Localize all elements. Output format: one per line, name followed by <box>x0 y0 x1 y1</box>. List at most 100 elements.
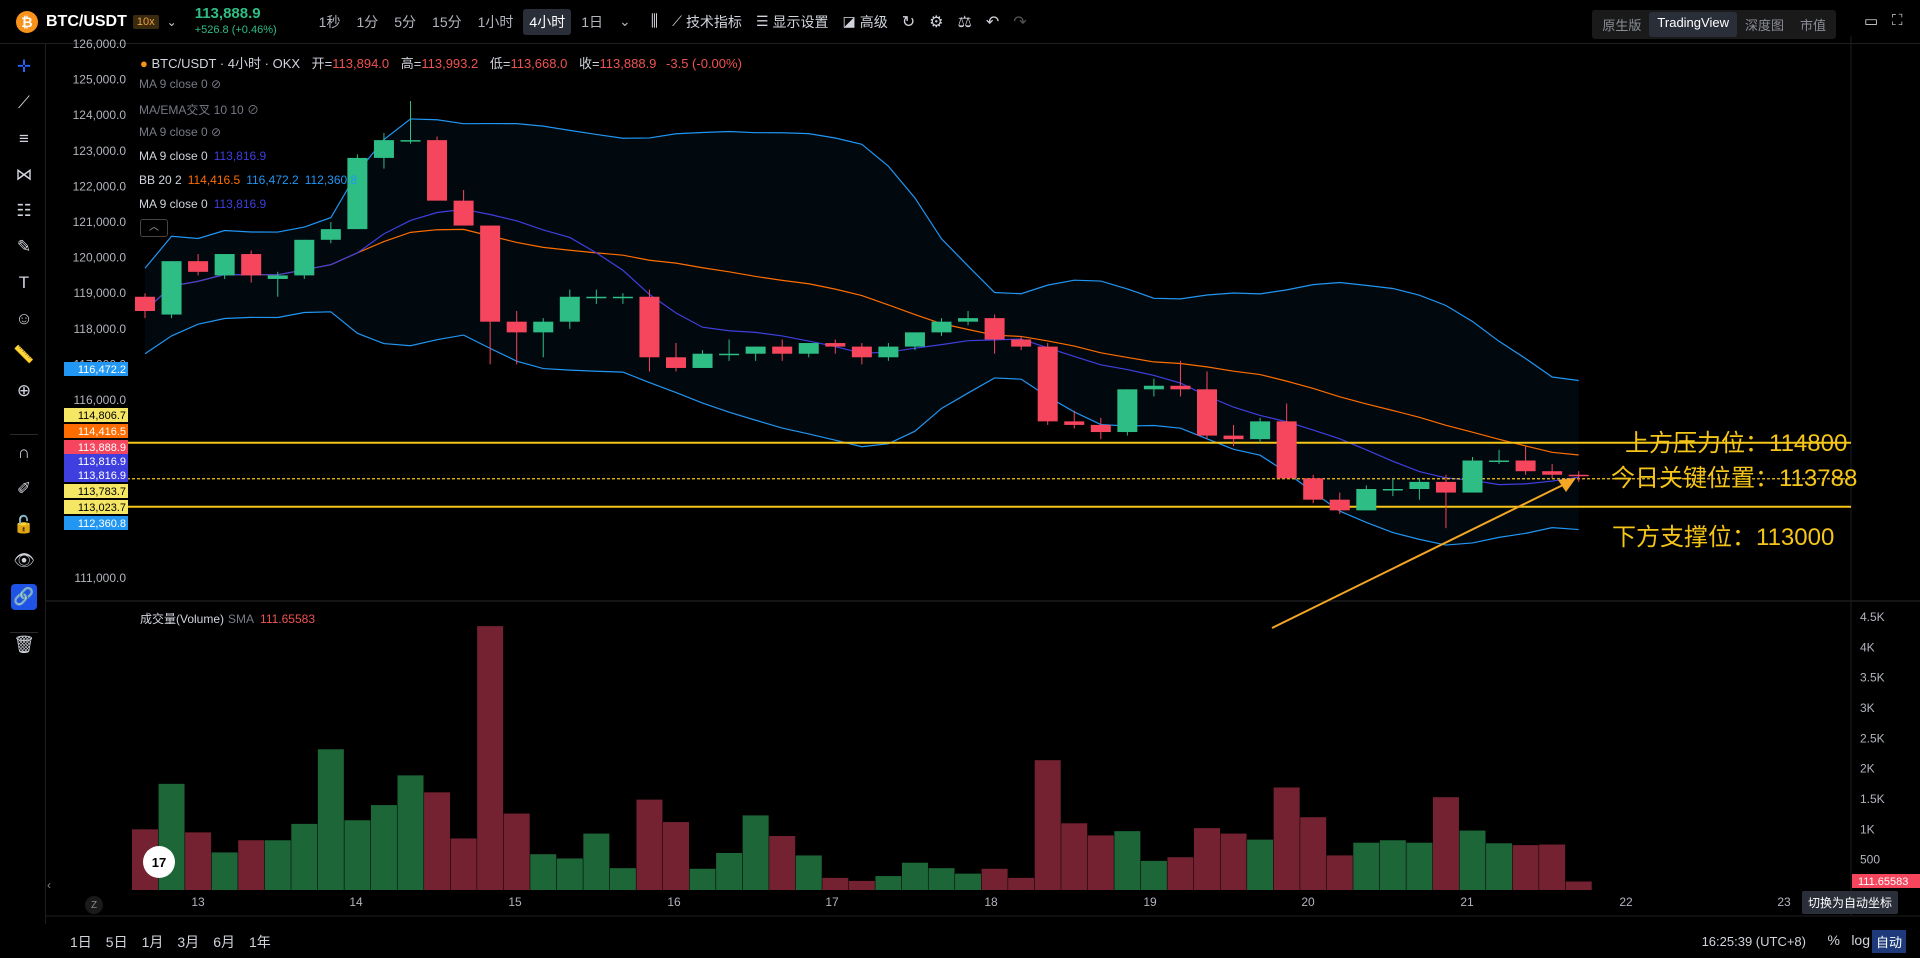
interval-1s[interactable]: 1秒 <box>318 13 341 30</box>
pattern-icon[interactable]: ⋈ <box>15 165 33 184</box>
range-1m[interactable]: 1月 <box>141 934 164 950</box>
eye-icon[interactable]: 👁 <box>13 551 35 570</box>
interval-1d[interactable]: 1日 <box>581 13 604 30</box>
indicator-legend-5[interactable]: BB 20 2 114,416.5 116,472.2 112,360.8 <box>139 173 357 187</box>
volume-bar <box>609 868 636 890</box>
undo-icon[interactable]: ↶ <box>985 13 1000 31</box>
indicator-legend-1[interactable]: MA 9 close 0 ⊘ <box>139 77 221 91</box>
balance-icon[interactable]: ⚖ <box>957 13 972 31</box>
view-tradingview[interactable]: TradingView <box>1649 12 1737 37</box>
emoji-icon[interactable]: ☺ <box>15 309 33 328</box>
interval-15m[interactable]: 15分 <box>432 13 462 30</box>
volume-bar <box>1247 839 1274 890</box>
advanced-button[interactable]: ◪ 高级 <box>843 12 888 32</box>
indicator-legend-3[interactable]: MA 9 close 0 ⊘ <box>139 125 221 139</box>
trash-icon[interactable]: 🗑 <box>13 635 35 654</box>
ruler-icon[interactable]: 📏 <box>13 345 35 364</box>
window-icon[interactable]: ▭ <box>1864 13 1879 30</box>
interval-more-chevron-icon[interactable]: ⌄ <box>619 13 631 29</box>
indicator-value: 113,816.9 <box>213 197 267 211</box>
eye-off-icon[interactable]: ⊘ <box>247 103 260 117</box>
view-marketcap[interactable]: 市值 <box>1799 18 1826 33</box>
auto-scale-tooltip: 切换为自动坐标 <box>1802 891 1899 914</box>
indicator-legend-4[interactable]: MA 9 close 0 113,816.9 <box>139 149 266 163</box>
interval-tabs: 1秒 1分 5分 15分 1小时 4小时 1日 ⌄ <box>313 8 637 35</box>
volume-bar <box>185 832 212 890</box>
price-label-box <box>64 440 128 454</box>
volume-tick-label: 1K <box>1860 822 1875 836</box>
fib-icon[interactable]: ☷ <box>16 201 32 220</box>
price-label-box <box>64 468 128 482</box>
price-label-box <box>64 408 128 422</box>
candle-body <box>639 296 660 358</box>
text-icon[interactable]: T <box>18 273 30 292</box>
snapshot-icon[interactable]: ↻ <box>901 13 916 31</box>
draw-lock-icon[interactable]: ✐ <box>16 479 32 498</box>
volume-label-box <box>1852 874 1920 888</box>
interval-1m[interactable]: 1分 <box>356 13 379 30</box>
symbol-name[interactable]: BTC/USDT <box>46 12 127 30</box>
gear-icon[interactable]: ⚙ <box>929 13 944 31</box>
candle-type-icon[interactable]: ⫼ <box>650 12 659 30</box>
fullscreen-icon[interactable]: ⛶ <box>1892 12 1903 29</box>
indicator-name: BB 20 2 <box>139 173 182 187</box>
percent-toggle[interactable]: % <box>1827 932 1840 948</box>
crosshair-icon[interactable]: ✛ <box>16 57 32 76</box>
top-toolbar: ₿ BTC/USDT 10x ⌄ 113,888.9 +526.8 (+0.46… <box>0 0 1920 44</box>
key-level-annotation: 今日关键位置：113788 <box>1611 465 1858 492</box>
horizontal-lines-icon[interactable]: ≡ <box>19 129 29 148</box>
eye-off-icon[interactable]: ⊘ <box>211 77 222 91</box>
chevron-down-icon[interactable]: ⌄ <box>166 14 177 29</box>
candle-body <box>480 225 501 322</box>
view-native[interactable]: 原生版 <box>1602 18 1642 33</box>
interval-4h[interactable]: 4小时 <box>523 8 572 35</box>
price-tick-label: 119,000.0 <box>74 286 127 300</box>
lock-icon[interactable]: 🔓 <box>13 515 35 534</box>
indicators-label: 技术指标 <box>685 13 742 30</box>
indicator-name: MA 9 close 0 <box>139 77 208 91</box>
indicator-legend-6[interactable]: MA 9 close 0 113,816.9 <box>139 197 266 211</box>
volume-bar <box>344 820 371 890</box>
collapse-legend-button[interactable]: ︿ <box>140 219 168 237</box>
redo-icon[interactable]: ↷ <box>1013 13 1027 31</box>
volume-legend[interactable]: 成交量(Volume) SMA 111.65583 <box>140 610 315 627</box>
display-settings-button[interactable]: ☰ 显示设置 <box>756 12 829 32</box>
tradingview-logo[interactable]: 17 <box>143 846 175 878</box>
volume-bar <box>636 799 663 890</box>
magnet-icon[interactable]: ∩ <box>17 443 31 462</box>
candle-body <box>612 296 633 299</box>
volume-bar <box>583 833 610 890</box>
price-label-text: 114,416.5 <box>78 426 126 438</box>
range-1d[interactable]: 1日 <box>70 934 92 950</box>
range-5d[interactable]: 5日 <box>105 934 128 950</box>
range-1y[interactable]: 1年 <box>248 934 271 950</box>
zoom-icon[interactable]: ⊕ <box>16 381 32 400</box>
interval-5m[interactable]: 5分 <box>394 13 417 30</box>
candle-body <box>1329 499 1350 511</box>
volume-bar <box>1087 835 1114 890</box>
zoom-reset-button[interactable]: Z <box>85 896 103 914</box>
candle-body <box>1250 421 1271 440</box>
candle-body <box>878 346 899 358</box>
auto-scale-toggle[interactable]: 自动 <box>1871 930 1906 953</box>
log-toggle[interactable]: log <box>1851 932 1870 948</box>
volume-bar <box>1114 831 1141 890</box>
link-icon[interactable]: 🔗 <box>11 584 37 610</box>
indicator-legend-2[interactable]: MA/EMA交叉 10 10 ⊘ <box>139 101 259 118</box>
candle-body <box>772 346 793 354</box>
eye-off-icon[interactable]: ⊘ <box>211 125 222 139</box>
trendline-icon[interactable]: ⟋ <box>18 93 30 112</box>
interval-1h[interactable]: 1小时 <box>477 13 514 30</box>
view-depth[interactable]: 深度图 <box>1744 18 1784 33</box>
volume-bar <box>211 852 238 890</box>
high-label: 高= <box>400 56 422 71</box>
price-chart[interactable]: 126,000.0 125,000.0 124,000.0 123,000.0 122,… <box>46 36 1920 924</box>
range-6m[interactable]: 6月 <box>213 934 235 950</box>
chevron-left-icon[interactable]: ‹ <box>47 878 51 892</box>
range-3m[interactable]: 3月 <box>177 934 200 950</box>
indicators-button[interactable]: ⟋ 技术指标 <box>672 12 742 32</box>
clock-timezone[interactable]: 16:25:39 (UTC+8) <box>1701 934 1806 949</box>
advanced-icon: ◪ <box>842 13 856 29</box>
brush-icon[interactable]: ✎ <box>16 237 32 256</box>
candle-body <box>267 275 288 279</box>
